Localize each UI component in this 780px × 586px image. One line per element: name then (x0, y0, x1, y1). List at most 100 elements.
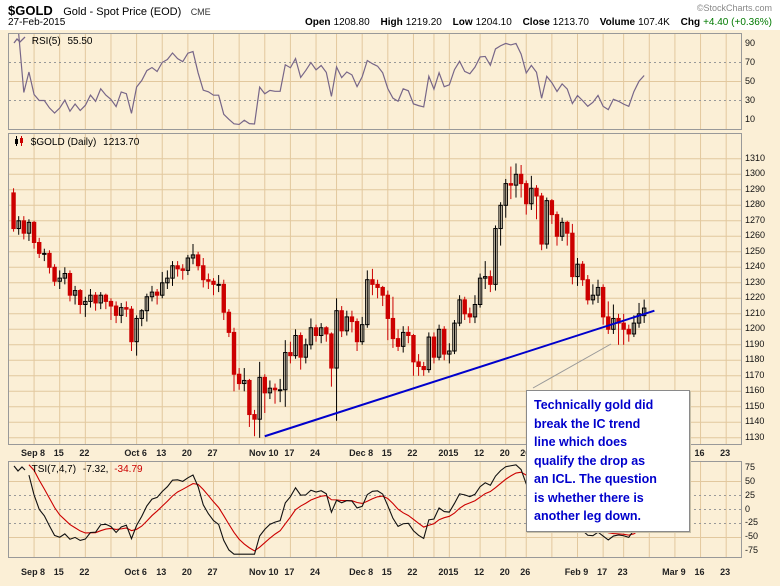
tsi-value: -7.32, (82, 464, 109, 475)
title-line: $GOLD Gold - Spot Price (EOD) CME (8, 2, 211, 20)
y-axis-label: 1180 (745, 354, 765, 365)
x-axis-label: 15 (381, 567, 392, 577)
tsi-label-row: TSI(7,4,7) -7.32, -34.79 (13, 464, 143, 476)
rsi-y-axis: 90 70 50 30 10 (745, 33, 779, 128)
x-axis-label: Dec 8 (349, 567, 374, 577)
x-axis-label: 23 (720, 448, 731, 458)
quote-value: 1204.10 (475, 17, 512, 28)
exchange-label: CME (190, 7, 211, 17)
x-axis-label: 24 (310, 448, 321, 458)
y-axis-label: 75 (745, 461, 756, 472)
x-axis-label: Nov 10 (249, 567, 279, 577)
quote-line: Open 1208.80 High 1219.20 Low 1204.10 Close… (297, 17, 772, 28)
x-axis-lower: Sep 8 15 22 Oct 6 13 20 27 Nov 10 17 24 Dec 8 15 22 2… (8, 566, 748, 579)
tsi-indicator-icon (13, 464, 26, 476)
x-axis-label: Sep 8 (21, 567, 46, 577)
y-axis-label: 1150 (745, 400, 765, 411)
x-axis-label: 13 (156, 567, 167, 577)
y-axis-label: 25 (745, 489, 756, 500)
quote-value: 1213.70 (552, 17, 589, 28)
x-axis-label: 2015 (438, 567, 459, 577)
x-axis-label: Oct 6 (124, 567, 147, 577)
y-axis-label: 50 (745, 475, 756, 486)
x-axis-label: 17 (284, 448, 295, 458)
y-axis-label: 50 (745, 75, 756, 86)
rsi-label: RSI(5) (31, 36, 61, 47)
x-axis-label: 16 (694, 567, 705, 577)
x-axis-label: 2015 (438, 448, 459, 458)
x-axis-label: 15 (381, 448, 392, 458)
x-axis-label: 20 (181, 448, 192, 458)
y-axis-label: 1170 (745, 369, 765, 380)
chart-title: Gold - Spot Price (EOD) (63, 6, 182, 18)
y-axis-label: 1310 (745, 152, 766, 163)
x-axis-label: Mar 9 (662, 567, 686, 577)
y-axis-label: 1220 (745, 292, 766, 303)
x-axis-label: 12 (474, 567, 485, 577)
y-axis-label: -25 (745, 517, 759, 528)
quote-label: Volume (599, 17, 636, 28)
y-axis-label: 1280 (745, 199, 766, 210)
x-axis-label: 15 (53, 567, 64, 577)
annotation-pointer-line (532, 343, 612, 389)
x-axis-label: Nov 10 (249, 448, 279, 458)
x-axis-label: 20 (499, 567, 510, 577)
y-axis-label: 1160 (745, 385, 765, 396)
quote-label: Low (452, 17, 473, 28)
y-axis-label: 30 (745, 94, 756, 105)
quote-value: 1219.20 (405, 17, 442, 28)
y-axis-label: 1270 (745, 214, 766, 225)
y-axis-label: 1130 (745, 431, 765, 442)
price-y-axis: 1310 1300 1290 1280 1270 1260 1250 1240 1230 1220… (745, 133, 779, 443)
y-axis-label: 70 (745, 56, 756, 67)
y-axis-label: 10 (745, 113, 756, 124)
y-axis-label: 0 (745, 503, 751, 514)
rsi-value: 55.50 (67, 36, 93, 47)
rsi-panel: RSI(5) 55.50 (8, 33, 742, 130)
x-axis-label: 22 (407, 567, 418, 577)
price-panel: $GOLD (Daily) 1213.70 (8, 133, 742, 445)
y-axis-label: 1300 (745, 168, 766, 179)
rsi-plot (9, 34, 741, 129)
x-axis-label: 12 (474, 448, 485, 458)
price-label: $GOLD (Daily) (30, 137, 97, 148)
chart-area: RSI(5) 55.50 $GOLD (Daily) 1213.70 Sep 8… (0, 30, 780, 586)
rsi-label-row: RSI(5) 55.50 (13, 36, 93, 48)
x-axis-label: 22 (79, 448, 90, 458)
chart-header: $GOLD Gold - Spot Price (EOD) CME ©Stock… (0, 0, 780, 30)
x-axis-label: Sep 8 (21, 448, 46, 458)
quote-value: 1208.80 (333, 17, 370, 28)
quote-label: Close (522, 17, 550, 28)
x-axis-label: Oct 6 (124, 448, 147, 458)
y-axis-label: -50 (745, 531, 759, 542)
copyright: ©StockCharts.com (696, 3, 772, 13)
quote-label: High (380, 17, 403, 28)
y-axis-label: -75 (745, 545, 759, 556)
y-axis-label: 1210 (745, 307, 766, 318)
x-axis-label: 16 (694, 448, 705, 458)
price-last-value: 1213.70 (103, 137, 140, 148)
y-axis-label: 1140 (745, 416, 765, 427)
symbol: $GOLD (8, 3, 53, 18)
quote-value-chg: +4.40 (+0.36%) (703, 17, 772, 28)
x-axis-label: 17 (597, 567, 608, 577)
x-axis-label: 23 (720, 567, 731, 577)
tsi-y-axis: 75 50 25 0 -25 -50 -75 (745, 461, 779, 556)
x-axis-label: Dec 8 (349, 448, 374, 458)
tsi-label: TSI(7,4,7) (31, 464, 77, 475)
price-plot (9, 134, 741, 444)
x-axis-label: 26 (520, 448, 530, 458)
x-axis-label: 27 (207, 567, 218, 577)
y-axis-label: 1230 (745, 276, 766, 287)
x-axis-label: 22 (407, 448, 418, 458)
y-axis-label: 1200 (745, 323, 766, 334)
candlestick-icon (13, 136, 25, 149)
x-axis-label: 27 (207, 448, 218, 458)
quote-value: 107.4K (638, 17, 670, 28)
x-axis-label: 20 (181, 567, 192, 577)
y-axis-label: 1250 (745, 245, 766, 256)
y-axis-label: 1290 (745, 183, 766, 194)
x-axis-label: 13 (156, 448, 167, 458)
x-axis-label: 17 (284, 567, 295, 577)
y-axis-label: 90 (745, 37, 756, 48)
